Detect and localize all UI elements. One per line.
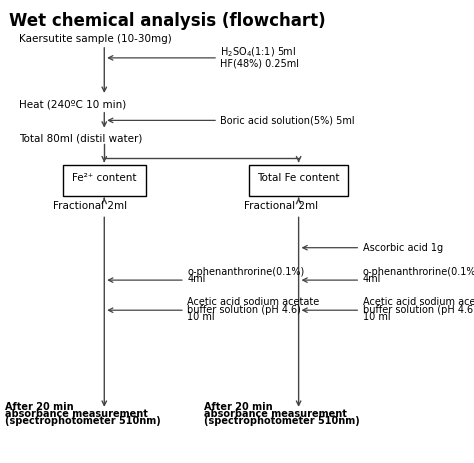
Text: HF(48%) 0.25ml: HF(48%) 0.25ml bbox=[220, 58, 300, 69]
Text: Ascorbic acid 1g: Ascorbic acid 1g bbox=[363, 243, 443, 253]
Text: 10 ml: 10 ml bbox=[363, 312, 390, 322]
Text: Acetic acid sodium acetate: Acetic acid sodium acetate bbox=[187, 297, 319, 307]
Text: 4ml: 4ml bbox=[363, 274, 381, 284]
Text: o-phenanthrorine(0.1%): o-phenanthrorine(0.1%) bbox=[187, 267, 304, 277]
Text: Total 80ml (distil water): Total 80ml (distil water) bbox=[19, 134, 142, 144]
Bar bbox=[249, 165, 348, 196]
Text: buffer solution (pH 4.6): buffer solution (pH 4.6) bbox=[187, 305, 301, 315]
Text: Fractional 2ml: Fractional 2ml bbox=[53, 201, 128, 211]
Text: (spectrophotometer 510nm): (spectrophotometer 510nm) bbox=[5, 416, 161, 426]
Text: H$_2$SO$_4$(1:1) 5ml: H$_2$SO$_4$(1:1) 5ml bbox=[220, 45, 297, 59]
Text: 10 ml: 10 ml bbox=[187, 312, 215, 322]
Text: buffer solution (pH 4.6): buffer solution (pH 4.6) bbox=[363, 305, 474, 315]
Text: Fractional 2ml: Fractional 2ml bbox=[244, 201, 318, 211]
Text: absorbance measurement: absorbance measurement bbox=[204, 409, 346, 419]
Text: 4ml: 4ml bbox=[187, 274, 206, 284]
Text: (spectrophotometer 510nm): (spectrophotometer 510nm) bbox=[204, 416, 360, 426]
Text: Acetic acid sodium acetate: Acetic acid sodium acetate bbox=[363, 297, 474, 307]
Text: Total Fe content: Total Fe content bbox=[257, 173, 340, 183]
Text: Kaersutite sample (10-30mg): Kaersutite sample (10-30mg) bbox=[19, 34, 172, 44]
Text: Heat (240ºC 10 min): Heat (240ºC 10 min) bbox=[19, 99, 126, 109]
Text: absorbance measurement: absorbance measurement bbox=[5, 409, 147, 419]
Text: o-phenanthrorine(0.1%): o-phenanthrorine(0.1%) bbox=[363, 267, 474, 277]
Text: Fe²⁺ content: Fe²⁺ content bbox=[72, 173, 137, 183]
Text: Wet chemical analysis (flowchart): Wet chemical analysis (flowchart) bbox=[9, 12, 326, 30]
Bar bbox=[63, 165, 146, 196]
Text: After 20 min: After 20 min bbox=[204, 401, 273, 412]
Text: After 20 min: After 20 min bbox=[5, 401, 73, 412]
Text: Boric acid solution(5%) 5ml: Boric acid solution(5%) 5ml bbox=[220, 115, 355, 125]
